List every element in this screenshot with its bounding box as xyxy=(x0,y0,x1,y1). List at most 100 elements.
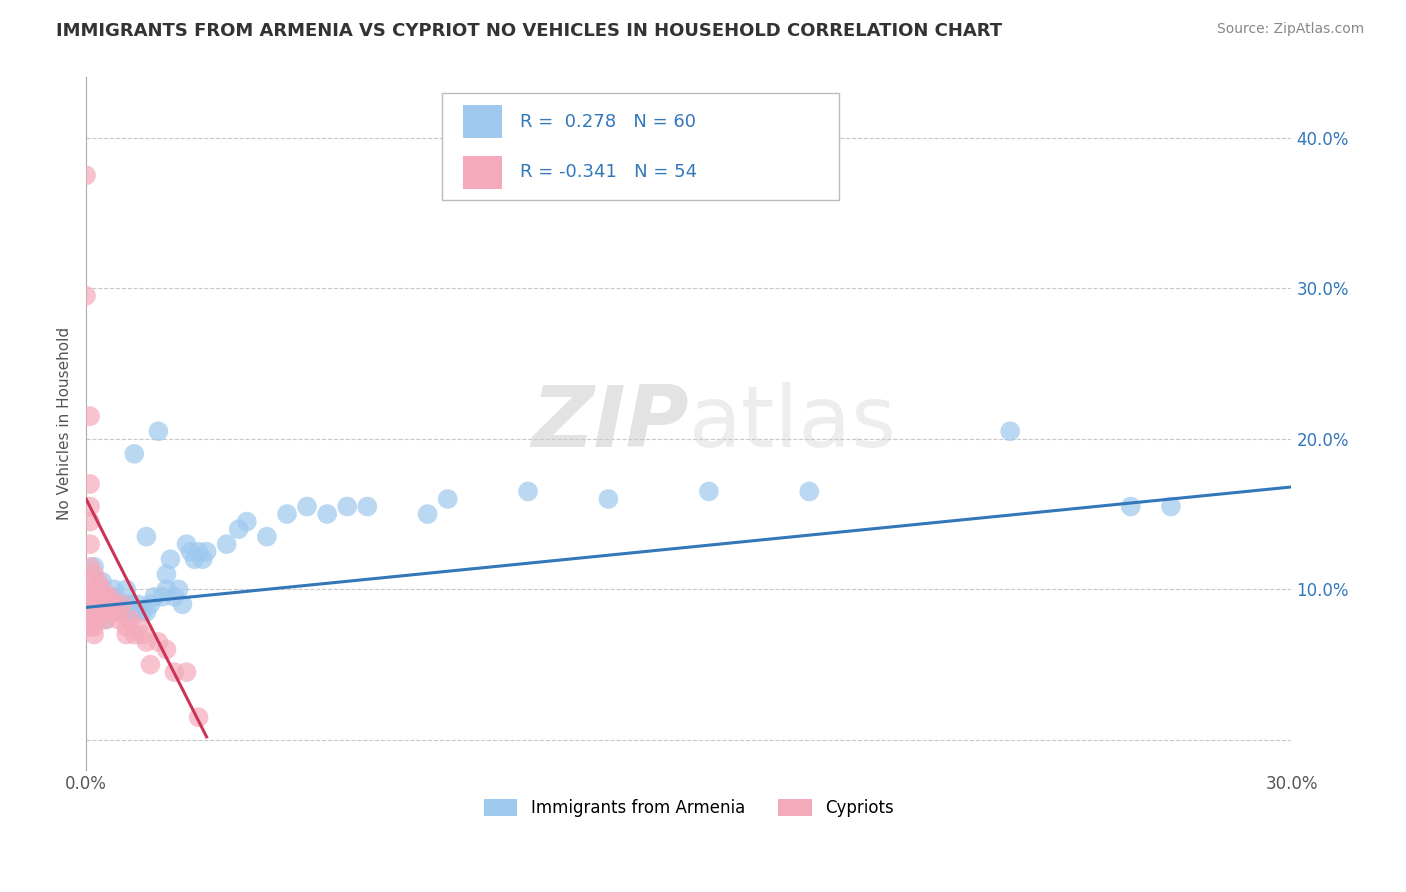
Point xyxy=(228,522,250,536)
Bar xyxy=(464,105,502,138)
Point xyxy=(155,582,177,597)
Text: ZIP: ZIP xyxy=(531,382,689,466)
Point xyxy=(152,590,174,604)
Point xyxy=(115,620,138,634)
Point xyxy=(155,642,177,657)
Point xyxy=(183,552,205,566)
Point xyxy=(191,552,214,566)
Point xyxy=(111,605,134,619)
Point xyxy=(195,544,218,558)
Point xyxy=(115,627,138,641)
Point xyxy=(139,598,162,612)
Point xyxy=(75,169,97,183)
Point xyxy=(75,289,97,303)
Point xyxy=(143,590,166,604)
Point xyxy=(163,590,186,604)
Point xyxy=(96,590,118,604)
Point xyxy=(98,605,121,619)
Point xyxy=(155,567,177,582)
Point xyxy=(120,598,142,612)
Point xyxy=(148,424,170,438)
Point xyxy=(79,590,101,604)
Point xyxy=(87,612,110,626)
Point xyxy=(799,484,821,499)
Point xyxy=(697,484,720,499)
Point xyxy=(79,515,101,529)
Point xyxy=(127,620,149,634)
Point xyxy=(115,582,138,597)
Point xyxy=(79,500,101,514)
Point xyxy=(107,605,129,619)
Point xyxy=(83,582,105,597)
Point xyxy=(79,559,101,574)
Text: Source: ZipAtlas.com: Source: ZipAtlas.com xyxy=(1216,22,1364,37)
Point xyxy=(98,605,121,619)
Point xyxy=(276,507,298,521)
Point xyxy=(1119,500,1142,514)
Point xyxy=(124,605,146,619)
Point xyxy=(115,605,138,619)
Text: atlas: atlas xyxy=(689,382,897,466)
Legend: Immigrants from Armenia, Cypriots: Immigrants from Armenia, Cypriots xyxy=(477,792,900,824)
Point xyxy=(87,598,110,612)
Point xyxy=(83,598,105,612)
Point xyxy=(167,582,190,597)
Point xyxy=(215,537,238,551)
Point xyxy=(131,605,153,619)
Point xyxy=(316,507,339,521)
Point xyxy=(87,574,110,589)
Point xyxy=(139,657,162,672)
Point xyxy=(79,620,101,634)
Point xyxy=(79,574,101,589)
Point xyxy=(436,491,458,506)
Point xyxy=(87,605,110,619)
Point xyxy=(416,507,439,521)
Point xyxy=(83,567,105,582)
Text: R =  0.278   N = 60: R = 0.278 N = 60 xyxy=(520,112,696,131)
Point xyxy=(135,605,157,619)
Point xyxy=(107,612,129,626)
Point xyxy=(91,582,114,597)
Point xyxy=(107,605,129,619)
Point xyxy=(120,612,142,626)
Point xyxy=(336,500,359,514)
Bar xyxy=(464,156,502,189)
Point xyxy=(163,665,186,680)
Point xyxy=(96,612,118,626)
Point xyxy=(124,627,146,641)
Point xyxy=(87,582,110,597)
Point xyxy=(83,612,105,626)
Point xyxy=(79,612,101,626)
Point xyxy=(180,544,202,558)
Point xyxy=(79,409,101,424)
Point xyxy=(598,491,620,506)
Point xyxy=(91,598,114,612)
Point xyxy=(91,605,114,619)
Point xyxy=(111,598,134,612)
Point xyxy=(83,590,105,604)
FancyBboxPatch shape xyxy=(441,93,839,200)
Point xyxy=(87,598,110,612)
Point xyxy=(79,477,101,491)
Point xyxy=(103,590,125,604)
Point xyxy=(83,620,105,634)
Point xyxy=(517,484,540,499)
Point xyxy=(131,627,153,641)
Point xyxy=(79,590,101,604)
Point xyxy=(148,635,170,649)
Point xyxy=(91,590,114,604)
Point xyxy=(83,605,105,619)
Point xyxy=(103,598,125,612)
Point xyxy=(83,559,105,574)
Point xyxy=(187,544,209,558)
Point xyxy=(107,598,129,612)
Point xyxy=(98,590,121,604)
Point xyxy=(356,500,378,514)
Point xyxy=(135,635,157,649)
Point xyxy=(98,590,121,604)
Point xyxy=(79,605,101,619)
Point xyxy=(127,598,149,612)
Point xyxy=(256,530,278,544)
Point xyxy=(124,447,146,461)
Point xyxy=(87,590,110,604)
